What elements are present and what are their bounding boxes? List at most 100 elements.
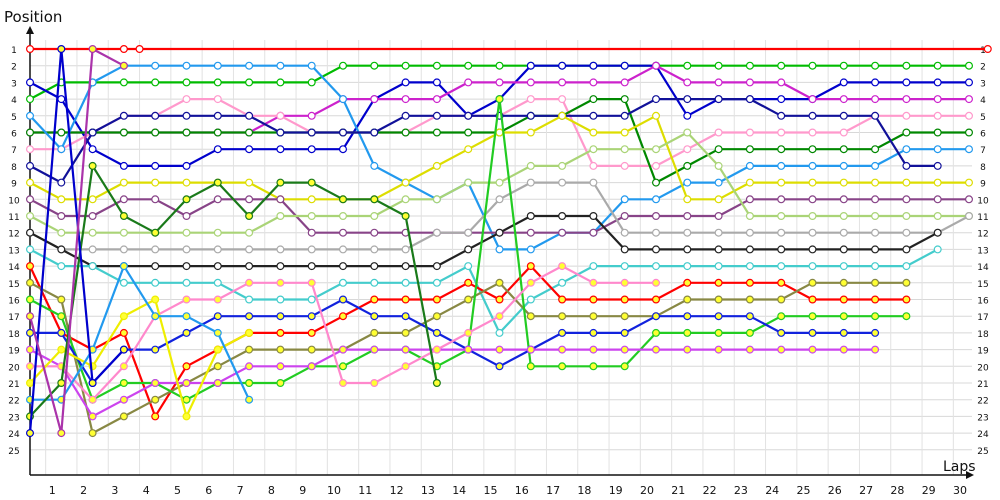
data-point — [589, 145, 598, 154]
data-point — [370, 278, 379, 287]
data-point — [526, 295, 535, 304]
data-point — [432, 295, 441, 304]
data-point — [808, 328, 817, 337]
y-tick-label: 8 — [11, 163, 17, 173]
data-point — [57, 345, 66, 354]
data-point — [57, 178, 66, 187]
data-point — [777, 161, 786, 170]
data-point — [339, 295, 348, 304]
data-point — [276, 78, 285, 87]
data-point — [620, 145, 629, 154]
x-tick-label: 25 — [797, 484, 811, 497]
data-point — [839, 212, 848, 221]
data-point — [276, 328, 285, 337]
data-point — [745, 328, 754, 337]
series-line — [26, 44, 128, 438]
data-point — [119, 195, 128, 204]
data-point — [589, 362, 598, 371]
data-point — [871, 145, 880, 154]
data-point — [777, 262, 786, 271]
data-point — [339, 195, 348, 204]
y-tick-label: 17 — [977, 313, 988, 323]
data-point — [683, 195, 692, 204]
data-point — [276, 345, 285, 354]
data-point — [339, 128, 348, 137]
y-tick-label: 11 — [977, 213, 988, 223]
data-point — [714, 328, 723, 337]
data-point — [651, 195, 660, 204]
data-point — [370, 262, 379, 271]
data-point — [88, 161, 97, 170]
data-point — [933, 95, 942, 104]
data-point — [307, 195, 316, 204]
data-point — [620, 295, 629, 304]
x-tick-label: 27 — [859, 484, 873, 497]
data-point — [839, 195, 848, 204]
data-point — [777, 95, 786, 104]
data-point — [464, 278, 473, 287]
data-point — [808, 345, 817, 354]
data-point — [151, 161, 160, 170]
data-point — [276, 111, 285, 120]
data-point — [745, 145, 754, 154]
data-point — [88, 195, 97, 204]
y-tick-label: 23 — [977, 413, 988, 423]
x-tick-label: 2 — [80, 484, 87, 497]
data-point — [871, 312, 880, 321]
data-point — [464, 61, 473, 70]
data-point — [902, 111, 911, 120]
data-point — [213, 379, 222, 388]
y-tick-label: 5 — [980, 113, 986, 123]
data-point — [871, 195, 880, 204]
data-point — [26, 228, 35, 237]
series-line — [26, 44, 128, 438]
data-point — [339, 262, 348, 271]
data-point — [370, 212, 379, 221]
data-point — [119, 412, 128, 421]
data-point — [964, 145, 973, 154]
data-point — [558, 111, 567, 120]
data-point — [495, 61, 504, 70]
y-tick-label: 3 — [11, 79, 17, 89]
data-point — [651, 312, 660, 321]
data-point — [339, 312, 348, 321]
x-tick-label: 11 — [358, 484, 372, 497]
series-line — [26, 161, 441, 421]
series-path — [29, 248, 939, 334]
data-point — [213, 245, 222, 254]
data-point — [745, 228, 754, 237]
y-tick-label: 7 — [980, 146, 986, 156]
data-point — [370, 61, 379, 70]
y-tick-label: 19 — [977, 347, 989, 357]
data-point — [495, 245, 504, 254]
y-tick-label: 22 — [8, 397, 19, 407]
data-point — [839, 78, 848, 87]
x-tick-label: 8 — [268, 484, 275, 497]
x-tick-label: 3 — [111, 484, 118, 497]
data-point — [401, 78, 410, 87]
data-point — [495, 328, 504, 337]
data-point — [276, 61, 285, 70]
data-point — [933, 61, 942, 70]
y-tick-label: 19 — [8, 347, 20, 357]
x-tick-label: 21 — [671, 484, 685, 497]
data-point — [245, 61, 254, 70]
data-point — [777, 228, 786, 237]
data-point — [119, 61, 128, 70]
data-point — [88, 228, 97, 237]
data-point — [401, 128, 410, 137]
data-point — [620, 245, 629, 254]
x-tick-label: 4 — [143, 484, 150, 497]
data-point — [26, 111, 35, 120]
data-point — [26, 95, 35, 104]
data-point — [683, 212, 692, 221]
series-line — [26, 278, 911, 438]
y-axis-label: Position — [4, 8, 62, 26]
data-point — [245, 379, 254, 388]
data-point — [119, 362, 128, 371]
data-point — [151, 245, 160, 254]
data-point — [276, 145, 285, 154]
x-tick-label: 18 — [577, 484, 591, 497]
data-point — [808, 195, 817, 204]
